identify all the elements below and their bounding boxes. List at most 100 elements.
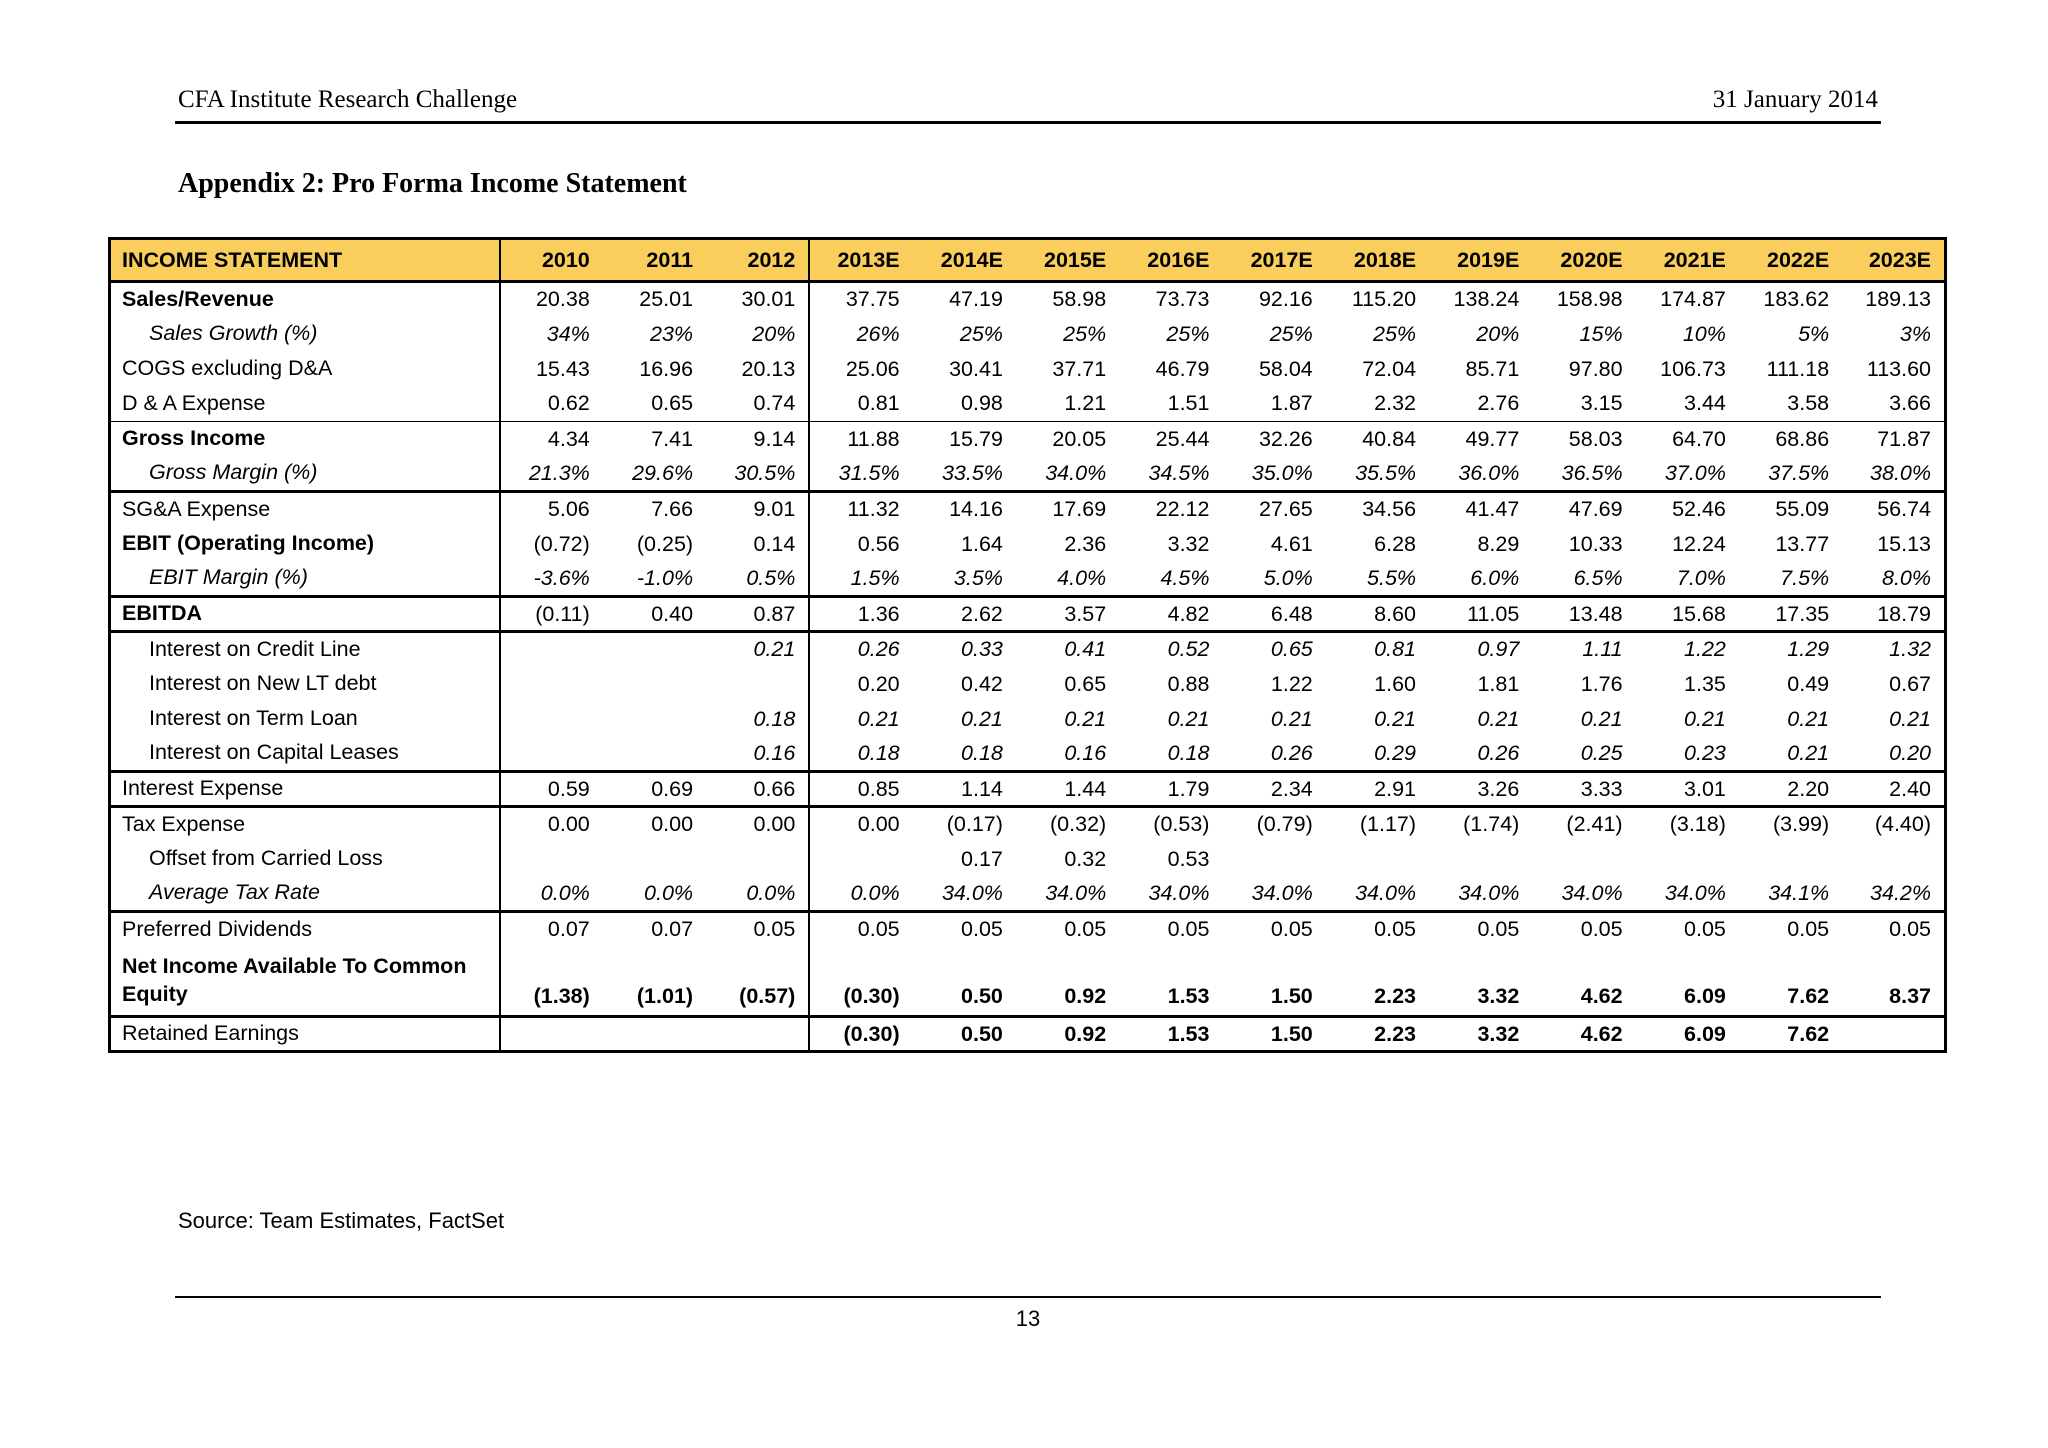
row-label: COGS excluding D&A <box>109 351 501 387</box>
value-cell: 47.69 <box>1568 497 1623 522</box>
value-cell: 0.62 <box>499 386 603 422</box>
table-header-row: INCOME STATEMENT 2010 2011 2012 2013E 2014E 2… <box>109 238 1946 283</box>
row-label: EBIT (Operating Income) <box>109 526 501 562</box>
value-cell: 0.00 <box>651 812 694 837</box>
row-label: Interest on New LT debt <box>109 666 501 702</box>
value-cell: 2.91 <box>1325 771 1430 808</box>
table-row: Interest on Term Loan 0.18 0.21 0.21 0.21 0.2… <box>109 701 1946 737</box>
value-cell: 0.5% <box>706 561 810 598</box>
value-cell: 40.84 <box>1362 426 1417 451</box>
value-cell: 20% <box>752 321 796 346</box>
value-cell: 0.81 <box>808 386 913 422</box>
value-cell: 115.20 <box>1351 287 1417 312</box>
value-cell: 15.13 <box>1877 531 1931 556</box>
value-cell: 13.77 <box>1775 531 1830 556</box>
value-cell: 21.3% <box>499 456 603 493</box>
value-cell: 0.49 <box>1787 671 1830 696</box>
value-cell: 0.05 <box>1889 917 1931 942</box>
value-cell <box>603 702 706 737</box>
value-cell: 0.05 <box>1684 917 1726 942</box>
value-cell: 0.50 <box>912 946 1016 1018</box>
value-cell: 8.37 <box>1842 946 1946 1018</box>
value-cell: 0.74 <box>706 386 810 422</box>
value-cell: 8.60 <box>1325 596 1430 633</box>
value-cell <box>706 1017 809 1052</box>
value-cell: 20.05 <box>1052 426 1107 451</box>
value-cell: 0.53 <box>1167 846 1210 871</box>
table-row: Gross Margin (%) 21.3% 29.6% 30.5% 31.5% 33.5… <box>109 456 1946 493</box>
value-cell: 0.17 <box>961 846 1003 871</box>
value-cell: 0.20 <box>808 666 913 702</box>
value-cell: 26% <box>808 316 913 352</box>
value-cell: 6.5% <box>1532 561 1636 598</box>
value-cell: 0.07 <box>547 917 590 942</box>
table-row: EBIT (Operating Income) (0.72) (0.25) 0.14 0… <box>109 526 1946 562</box>
value-cell: 46.79 <box>1155 356 1210 381</box>
value-cell: 138.24 <box>1453 287 1520 312</box>
report-header-date: 31 January 2014 <box>1712 86 1878 113</box>
value-cell: (0.17) <box>946 812 1003 837</box>
value-cell: 0.05 <box>1477 917 1520 942</box>
value-cell: 32.26 <box>1258 426 1313 451</box>
value-cell: 31.5% <box>808 456 913 493</box>
value-cell: 4.5% <box>1119 561 1223 598</box>
value-cell: 0.05 <box>1374 917 1417 942</box>
value-cell: 189.13 <box>1865 287 1931 312</box>
value-cell: 0.97 <box>1477 637 1520 662</box>
value-cell: 14.16 <box>949 497 1003 522</box>
value-cell: 25% <box>1063 321 1107 346</box>
value-cell: 0.0% <box>499 876 603 913</box>
year-column-header: 2011 <box>602 238 707 283</box>
value-cell: 22.12 <box>1155 497 1210 522</box>
value-cell: 1.32 <box>1889 637 1931 662</box>
value-cell: 0.18 <box>808 736 913 773</box>
value-cell: 3.44 <box>1635 386 1739 422</box>
value-cell: 25% <box>1269 321 1313 346</box>
value-cell <box>602 736 707 773</box>
value-cell: 92.16 <box>1258 287 1313 312</box>
value-cell <box>603 1017 706 1052</box>
value-cell: 16.96 <box>639 356 694 381</box>
value-cell: 0.21 <box>1684 706 1726 731</box>
value-cell: 0.21 <box>1167 706 1210 731</box>
value-cell: 20.13 <box>741 356 796 381</box>
value-cell: 0.05 <box>1167 917 1210 942</box>
value-cell: 5.0% <box>1222 561 1326 598</box>
value-cell: 11.32 <box>808 491 913 527</box>
value-cell: 68.86 <box>1775 426 1830 451</box>
value-cell: 0.05 <box>961 917 1003 942</box>
value-cell: 17.35 <box>1738 596 1843 633</box>
row-label: Sales Growth (%) <box>109 316 501 352</box>
value-cell: 6.09 <box>1684 1021 1726 1046</box>
value-cell: 0.00 <box>753 812 796 837</box>
row-label: Interest Expense <box>109 771 501 808</box>
value-cell <box>1636 842 1739 877</box>
value-cell: 0.18 <box>753 706 796 731</box>
table-row: Retained Earnings (0.30) 0.50 0.92 1.53 1.50 2… <box>109 1016 1946 1052</box>
value-cell: 0.69 <box>602 771 707 808</box>
value-cell: 0.23 <box>1635 736 1739 773</box>
value-cell: 34.0% <box>1015 876 1120 913</box>
value-cell: 1.11 <box>1582 637 1623 662</box>
value-cell <box>1842 842 1945 877</box>
value-cell: 0.18 <box>912 736 1016 773</box>
value-cell <box>500 632 603 667</box>
value-cell: 0.05 <box>1064 917 1107 942</box>
value-cell: 3.32 <box>1167 531 1210 556</box>
value-cell: 34.0% <box>912 876 1016 913</box>
value-cell: 1.64 <box>961 531 1003 556</box>
value-cell: 27.65 <box>1258 497 1313 522</box>
value-cell: 37.0% <box>1635 456 1739 493</box>
value-cell: 25% <box>1166 321 1210 346</box>
value-cell: 34.0% <box>1635 876 1739 913</box>
value-cell: 73.73 <box>1155 287 1210 312</box>
value-cell: 8.29 <box>1477 531 1520 556</box>
value-cell: (1.01) <box>602 946 707 1018</box>
value-cell: 0.92 <box>1064 1021 1107 1046</box>
value-cell: (0.79) <box>1256 812 1313 837</box>
value-cell: 1.29 <box>1787 637 1830 662</box>
value-cell: 6.0% <box>1429 561 1533 598</box>
value-cell: 30.41 <box>949 356 1003 381</box>
value-cell: 2.20 <box>1738 771 1843 808</box>
value-cell: 1.14 <box>912 771 1016 808</box>
